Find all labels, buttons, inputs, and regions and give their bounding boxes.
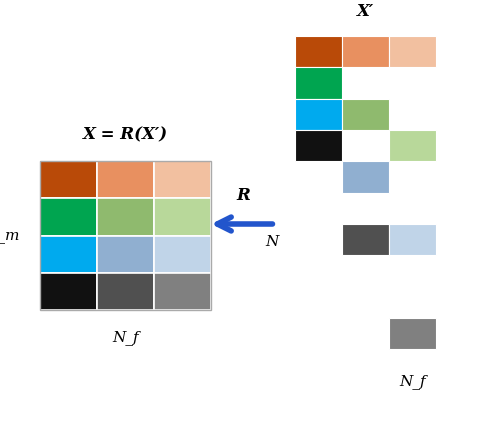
Bar	[342, 161, 389, 193]
Bar	[389, 224, 436, 255]
Text: N: N	[265, 235, 279, 249]
Bar	[154, 161, 211, 198]
Bar	[389, 318, 436, 349]
Bar	[97, 198, 154, 236]
Bar	[389, 130, 436, 161]
Bar	[154, 236, 211, 273]
Text: X = R(X′): X = R(X′)	[83, 126, 168, 143]
Bar	[389, 36, 436, 67]
Text: N_m: N_m	[0, 228, 20, 243]
Bar	[295, 130, 342, 161]
Bar	[97, 273, 154, 310]
Bar	[342, 36, 389, 67]
Text: X′: X′	[357, 3, 374, 20]
Bar	[40, 236, 97, 273]
Bar	[295, 99, 342, 130]
Text: R: R	[236, 187, 250, 204]
Bar	[97, 161, 154, 198]
Bar	[295, 67, 342, 99]
Bar	[40, 161, 211, 310]
Text: N_f: N_f	[400, 374, 426, 389]
Bar	[97, 236, 154, 273]
Bar	[295, 36, 342, 67]
Text: N_f: N_f	[112, 330, 138, 345]
Bar	[342, 224, 389, 255]
Bar	[342, 99, 389, 130]
Bar	[40, 198, 97, 236]
Bar	[154, 198, 211, 236]
Bar	[40, 161, 97, 198]
Bar	[40, 273, 97, 310]
Bar	[154, 273, 211, 310]
